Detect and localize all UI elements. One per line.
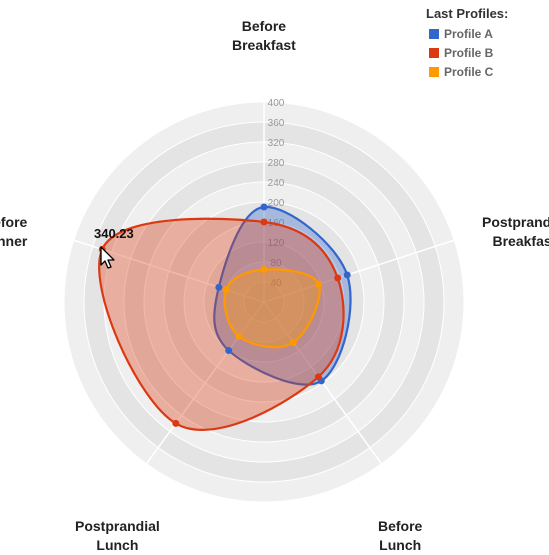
- axis-label-line: Breakfast: [492, 233, 549, 249]
- data-point-profile-c[interactable]: [315, 280, 323, 288]
- data-point-profile-c[interactable]: [222, 286, 230, 294]
- legend-label-profile-b: Profile B: [444, 45, 494, 60]
- axis-label-postprandial-breakfast: Postprandial Breakfast: [482, 213, 549, 251]
- legend-label-profile-c: Profile C: [444, 64, 494, 79]
- axis-label-line: Postprandial: [75, 518, 160, 534]
- legend-swatch-profile-c: [429, 66, 439, 77]
- legend-item-profile-c[interactable]: Profile C: [426, 62, 508, 81]
- tick-label: 200: [268, 198, 285, 209]
- tick-label: 120: [268, 238, 285, 249]
- legend-swatch-profile-a: [429, 28, 439, 39]
- axis-spoke: [263, 301, 393, 479]
- tick-label: 80: [270, 258, 282, 269]
- data-point-profile-a[interactable]: [215, 283, 223, 291]
- axis-spoke: [135, 301, 265, 479]
- data-point-profile-c[interactable]: [289, 338, 297, 346]
- legend-item-profile-b[interactable]: Profile B: [426, 43, 508, 62]
- tick-label: 320: [268, 138, 285, 149]
- axis-label-before-lunch: Before Lunch: [378, 517, 422, 555]
- data-point-profile-a[interactable]: [343, 271, 351, 279]
- axis-label-line: Dinner: [0, 233, 28, 249]
- legend: Last Profiles: Profile A Profile B Profi…: [426, 6, 508, 81]
- hover-value-label: 340.23: [94, 226, 134, 241]
- axis-label-before-breakfast: Before Breakfast: [232, 17, 296, 55]
- axis-label-line: Before: [0, 214, 28, 230]
- tick-label: 280: [268, 158, 285, 169]
- axis-label-line: Postprandial: [482, 214, 549, 230]
- data-point-profile-c[interactable]: [235, 332, 243, 340]
- tick-label: 240: [268, 178, 285, 189]
- data-point-profile-c[interactable]: [260, 266, 268, 273]
- radar-axes: [56, 84, 472, 479]
- mouse-pointer-icon: [100, 246, 115, 269]
- axis-label-before-dinner: Before Dinner: [0, 213, 27, 251]
- data-point-profile-b[interactable]: [172, 419, 180, 427]
- tick-label: 360: [268, 118, 285, 129]
- axis-label-postprandial-lunch: Postprandial Lunch: [75, 517, 160, 555]
- tick-label: 400: [268, 98, 285, 109]
- legend-item-profile-a[interactable]: Profile A: [426, 24, 508, 43]
- axis-label-line: Lunch: [96, 537, 139, 553]
- legend-swatch-profile-b: [429, 47, 439, 58]
- data-point-profile-b[interactable]: [334, 274, 342, 282]
- axis-label-line: Before: [241, 18, 287, 34]
- axis-label-line: Before: [378, 518, 423, 534]
- legend-label-profile-a: Profile A: [444, 26, 493, 41]
- series-area-profile-a[interactable]: [213, 205, 352, 386]
- axis-spoke: [56, 233, 265, 303]
- axis-label-line: Lunch: [379, 537, 422, 553]
- tick-label: 40: [270, 278, 282, 289]
- axis-spoke: [263, 233, 472, 303]
- data-point-profile-b[interactable]: [314, 373, 322, 381]
- data-point-profile-a[interactable]: [225, 347, 233, 355]
- radar-series: [98, 203, 352, 431]
- data-point-profile-a[interactable]: [260, 203, 268, 211]
- legend-title: Last Profiles:: [426, 6, 509, 21]
- axis-label-line: Breakfast: [232, 37, 296, 53]
- data-point-profile-b[interactable]: [260, 218, 268, 226]
